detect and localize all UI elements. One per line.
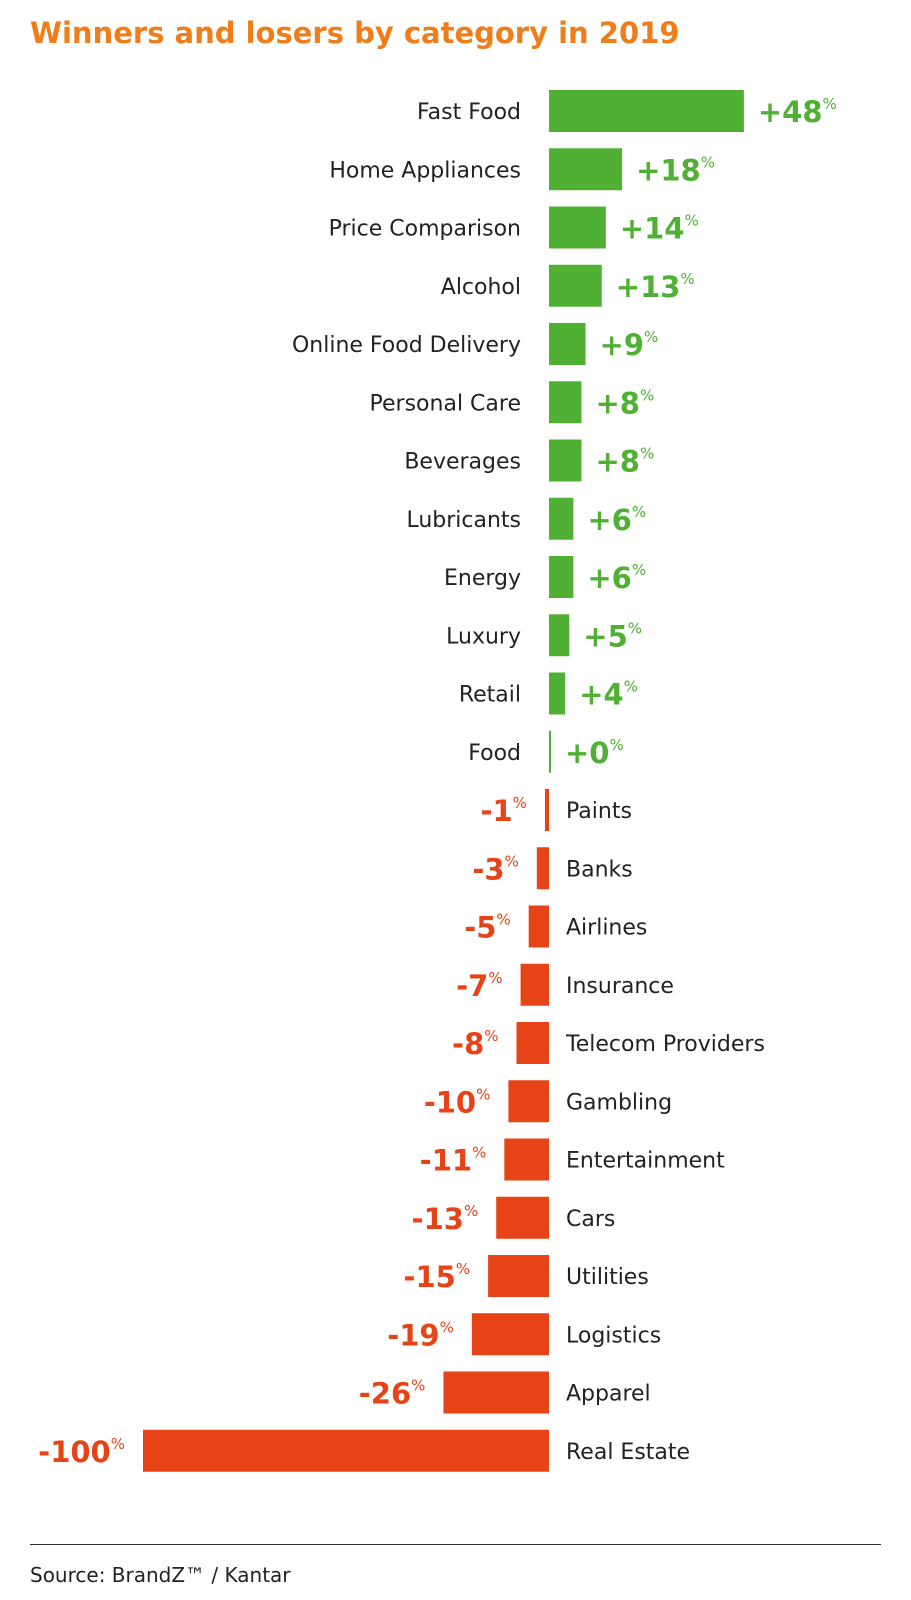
category-label-logistics: Logistics [566, 1323, 661, 1348]
category-label-fast-food: Fast Food [417, 100, 521, 125]
value-label-food: +0% [565, 736, 624, 770]
category-label-alcohol: Alcohol [441, 275, 521, 300]
category-label-apparel: Apparel [566, 1382, 651, 1407]
bar-entertainment [504, 1138, 549, 1181]
category-label-online-food-delivery: Online Food Delivery [292, 333, 521, 358]
value-label-telecom-providers: -8% [452, 1027, 498, 1061]
category-label-luxury: Luxury [446, 624, 521, 649]
category-label-home-appliances: Home Appliances [329, 158, 521, 183]
category-label-real-estate: Real Estate [566, 1440, 690, 1465]
bar-real-estate [143, 1429, 549, 1472]
value-label-personal-care: +8% [595, 386, 654, 420]
bar-chart: Fast Food +48% Home Appliances +18% Price Co… [38, 90, 837, 1472]
value-label-apparel: -26% [359, 1377, 426, 1411]
category-label-telecom-providers: Telecom Providers [565, 1032, 765, 1057]
bar-energy [549, 556, 574, 598]
bar-lubricants [549, 497, 574, 540]
bar-banks [536, 847, 549, 890]
bar-food [549, 730, 551, 773]
value-label-cars: -13% [412, 1202, 479, 1236]
source-note: Source: BrandZ™ / Kantar [30, 1563, 291, 1587]
value-label-price-comparison: +14% [620, 212, 699, 246]
bar-gambling [508, 1080, 549, 1123]
value-label-alcohol: +13% [616, 270, 695, 304]
bar-beverages [549, 439, 582, 482]
value-label-beverages: +8% [595, 445, 654, 479]
bar-home-appliances [549, 148, 623, 191]
chart-title: Winners and losers by category in 2019 [30, 16, 680, 50]
bar-retail [549, 672, 566, 715]
value-label-luxury: +5% [583, 619, 642, 653]
value-label-logistics: -19% [387, 1318, 454, 1352]
category-label-beverages: Beverages [404, 450, 521, 475]
value-label-gambling: -10% [424, 1085, 491, 1119]
value-label-online-food-delivery: +9% [600, 328, 659, 362]
value-label-energy: +6% [587, 561, 646, 595]
category-label-gambling: Gambling [566, 1090, 672, 1115]
bar-luxury [549, 614, 570, 657]
bar-paints [544, 789, 549, 831]
category-label-utilities: Utilities [566, 1265, 649, 1290]
bar-cars [496, 1196, 549, 1239]
bar-insurance [520, 963, 549, 1006]
value-label-banks: -3% [472, 852, 518, 886]
category-label-insurance: Insurance [566, 974, 674, 999]
value-label-home-appliances: +18% [636, 153, 715, 187]
footer-divider [30, 1544, 881, 1545]
category-label-lubricants: Lubricants [406, 508, 521, 533]
value-label-insurance: -7% [456, 969, 502, 1003]
value-label-entertainment: -11% [420, 1144, 487, 1178]
value-label-paints: -1% [480, 794, 526, 828]
value-label-fast-food: +48% [758, 95, 837, 129]
category-label-retail: Retail [459, 683, 521, 708]
bar-apparel [443, 1371, 549, 1414]
bar-price-comparison [549, 206, 606, 249]
value-label-retail: +4% [579, 678, 638, 712]
category-label-food: Food [468, 741, 521, 766]
bar-alcohol [549, 264, 602, 307]
bar-logistics [471, 1313, 549, 1356]
category-label-paints: Paints [566, 799, 632, 824]
category-label-airlines: Airlines [566, 916, 647, 941]
bar-online-food-delivery [549, 323, 586, 365]
bar-personal-care [549, 381, 582, 424]
category-label-cars: Cars [566, 1207, 615, 1232]
bar-telecom-providers [516, 1022, 549, 1064]
category-label-entertainment: Entertainment [566, 1149, 725, 1174]
category-label-personal-care: Personal Care [370, 391, 521, 416]
bar-fast-food [549, 90, 744, 132]
category-label-banks: Banks [566, 857, 633, 882]
bar-airlines [528, 905, 549, 948]
value-label-real-estate: -100% [38, 1435, 125, 1469]
category-label-energy: Energy [444, 566, 521, 591]
category-label-price-comparison: Price Comparison [329, 217, 521, 242]
value-label-lubricants: +6% [587, 503, 646, 537]
value-label-airlines: -5% [464, 911, 510, 945]
value-label-utilities: -15% [403, 1260, 470, 1294]
bar-utilities [488, 1255, 549, 1297]
